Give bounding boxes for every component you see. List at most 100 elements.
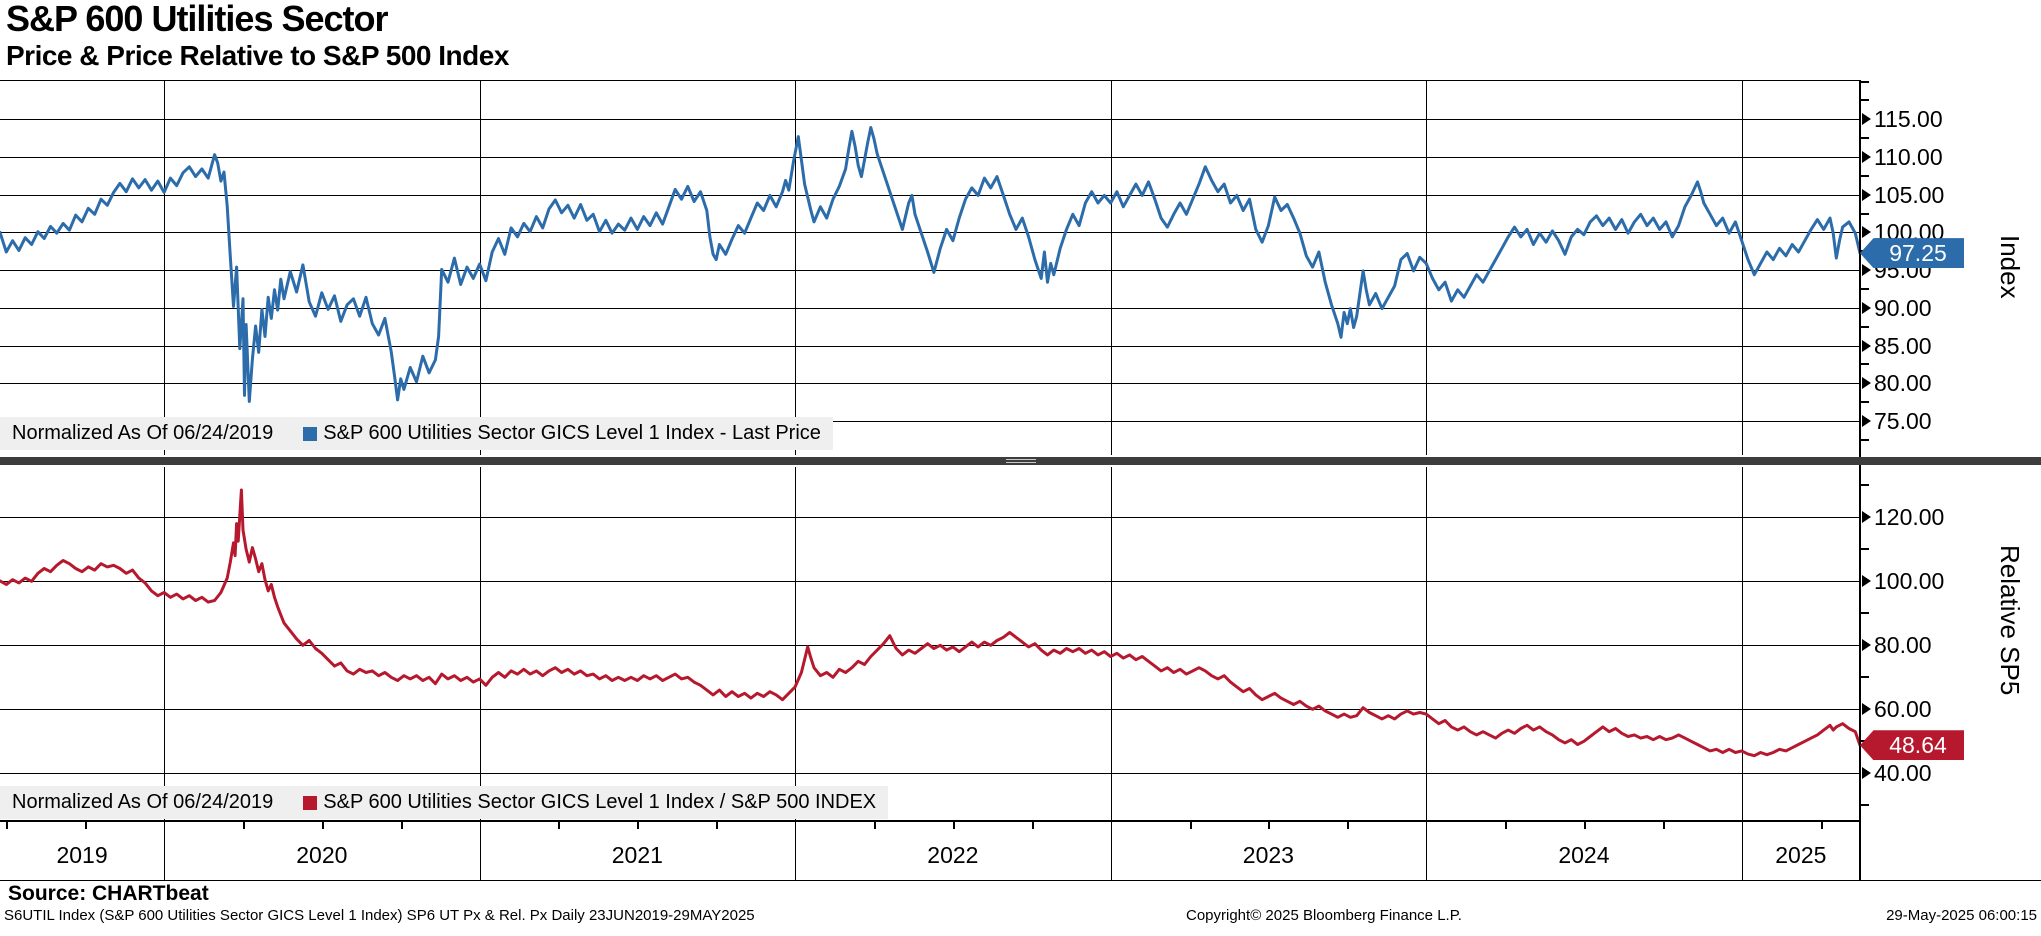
y-axis-minor-tick (1860, 137, 1869, 140)
right-axis-line (1859, 80, 1861, 880)
x-axis-minor-tick (874, 822, 876, 829)
x-axis-strip-gridline (1111, 820, 1112, 880)
tick-arrow-icon (1862, 188, 1871, 201)
tick-arrow-icon (1862, 113, 1871, 126)
legend-bottom: Normalized As Of 06/24/2019 S&P 600 Util… (0, 786, 889, 819)
x-axis-minor-tick (1268, 822, 1270, 829)
x-axis-strip-gridline (480, 820, 481, 880)
tick-arrow-icon (1862, 766, 1871, 779)
tick-arrow-icon (1862, 301, 1871, 314)
legend-series-label[interactable]: S&P 600 Utilities Sector GICS Level 1 In… (323, 791, 877, 813)
y-axis-tick-label: 90.00 (1862, 296, 1932, 320)
ticker-info-line: S6UTIL Index (S&P 600 Utilities Sector G… (4, 907, 755, 924)
index-axis-title: Index (1995, 235, 2025, 299)
tick-arrow-icon (1862, 226, 1871, 239)
price-line (0, 126, 1860, 403)
x-axis-minor-tick (558, 822, 560, 829)
x-axis-minor-tick (953, 822, 955, 829)
legend-series-label[interactable]: S&P 600 Utilities Sector GICS Level 1 In… (323, 422, 821, 444)
x-axis-year-label: 2019 (56, 842, 108, 868)
series-color-swatch-icon (303, 426, 318, 441)
x-axis-minor-tick (1347, 822, 1349, 829)
y-axis-minor-tick (1860, 212, 1869, 215)
x-axis-minor-tick (1821, 822, 1823, 829)
copyright-label: Copyright© 2025 Bloomberg Finance L.P. (1186, 907, 1462, 924)
y-axis-minor-tick (1860, 99, 1869, 102)
x-axis-strip-gridline (164, 820, 165, 880)
y-axis-tick-label: 80.00 (1862, 633, 1932, 657)
tick-arrow-icon (1862, 638, 1871, 651)
timestamp-label: 29-May-2025 06:00:15 (1886, 907, 2037, 924)
tick-arrow-icon (1862, 150, 1871, 163)
y-axis-tick-label: 105.00 (1862, 183, 1944, 207)
y-axis-tick-label: 80.00 (1862, 371, 1932, 395)
y-axis-tick-label: 60.00 (1862, 697, 1932, 721)
x-axis-year-label: 2023 (1242, 842, 1294, 868)
y-axis-tick-label: 115.00 (1862, 107, 1943, 131)
y-axis-tick-label: 100.00 (1862, 569, 1944, 593)
y-axis-tick-label: 120.00 (1862, 505, 1944, 529)
y-axis-minor-tick (1860, 483, 1869, 486)
y-axis-minor-tick (1860, 80, 1869, 83)
source-label: Source: CHARTbeat (8, 882, 209, 905)
x-axis-year-label: 2025 (1775, 842, 1827, 868)
x-axis-minor-tick (637, 822, 639, 829)
y-axis-minor-tick (1860, 288, 1869, 290)
x-axis-year-label: 2024 (1558, 842, 1610, 868)
tick-arrow-icon (1862, 415, 1871, 428)
y-axis-tick-label: 40.00 (1862, 761, 1932, 785)
tick-arrow-icon (1862, 574, 1871, 587)
y-axis-tick-label: 75.00 (1862, 409, 1932, 433)
y-axis-minor-tick (1860, 174, 1869, 177)
x-axis-minor-tick (1505, 822, 1507, 829)
x-axis-year-label: 2021 (611, 842, 663, 868)
last-price-badge-index: 97.25 (1860, 238, 1964, 269)
x-axis-minor-tick (1032, 822, 1034, 829)
page-subtitle: Price & Price Relative to S&P 500 Index (6, 40, 509, 71)
x-axis-line (0, 820, 1860, 822)
x-axis-minor-tick (1663, 822, 1665, 829)
y-axis-minor-tick (1860, 325, 1869, 328)
pane-divider[interactable] (0, 457, 2041, 465)
last-price-badge-relative: 48.64 (1860, 730, 1964, 761)
relative-price-line (0, 488, 1860, 758)
x-axis-strip-bottom-line (0, 880, 2041, 881)
y-axis-minor-tick (1860, 547, 1869, 550)
y-axis-minor-tick (1860, 675, 1869, 678)
relative-pane-plot[interactable] (0, 467, 1860, 820)
legend-normalized-label: Normalized As Of 06/24/2019 (12, 422, 274, 444)
tick-arrow-icon (1862, 702, 1871, 715)
x-axis-year-label: 2022 (927, 842, 979, 868)
x-axis-minor-tick (243, 822, 245, 829)
x-axis-minor-tick (6, 822, 8, 829)
x-axis-minor-tick (716, 822, 718, 829)
tick-arrow-icon (1862, 339, 1871, 352)
x-axis-strip-gridline (1426, 820, 1427, 880)
relative-axis-title: Relative SP5 (1995, 545, 2025, 696)
y-axis-minor-tick (1860, 803, 1869, 806)
x-axis-minor-tick (401, 822, 403, 829)
legend-top: Normalized As Of 06/24/2019 S&P 600 Util… (0, 417, 833, 450)
x-axis-minor-tick (322, 822, 324, 829)
x-axis-minor-tick (1190, 822, 1192, 829)
tick-arrow-icon (1862, 377, 1871, 390)
x-axis-minor-tick (1584, 822, 1586, 829)
price-pane-plot[interactable] (0, 80, 1860, 455)
tick-arrow-icon (1862, 264, 1871, 277)
y-axis-tick-label: 110.00 (1862, 145, 1943, 169)
y-axis-minor-tick (1860, 401, 1869, 404)
x-axis-minor-tick (85, 822, 87, 829)
y-axis-minor-tick (1860, 363, 1869, 366)
x-axis-strip-gridline (795, 820, 796, 880)
y-axis-minor-tick (1860, 438, 1869, 441)
page-title: S&P 600 Utilities Sector (6, 0, 389, 39)
tick-arrow-icon (1862, 510, 1871, 523)
y-axis-tick-label: 85.00 (1862, 334, 1932, 358)
y-axis-minor-tick (1860, 611, 1869, 614)
series-color-swatch-icon (303, 795, 318, 810)
pane-divider-handle-icon[interactable] (1005, 459, 1036, 463)
legend-normalized-label: Normalized As Of 06/24/2019 (12, 791, 274, 813)
x-axis-strip-gridline (1742, 820, 1743, 880)
x-axis-year-label: 2020 (296, 842, 348, 868)
